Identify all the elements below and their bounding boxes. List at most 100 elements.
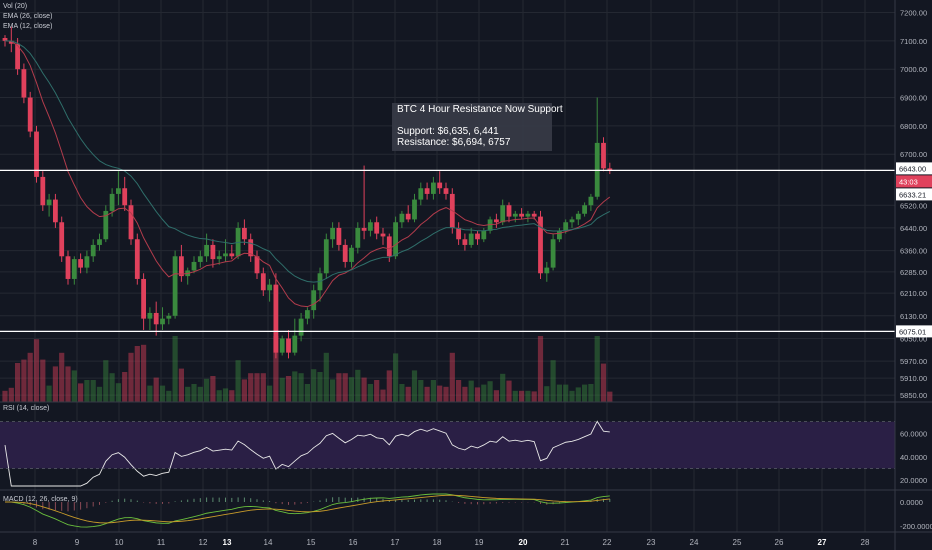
time-tick-label: 18	[433, 538, 442, 547]
candle-body	[506, 205, 512, 217]
volume-bar	[537, 336, 544, 402]
macd-signal-line	[4, 494, 610, 524]
volume-bar	[393, 353, 399, 402]
candle-body	[71, 259, 77, 279]
candle	[512, 210, 518, 223]
time-tick-label: 19	[475, 538, 484, 547]
candle	[204, 233, 209, 262]
price-tick-label: 7000.00	[900, 65, 927, 74]
macd-tick-label: 0.0000	[900, 498, 923, 507]
candle	[443, 182, 449, 200]
time-tick-label: 17	[391, 538, 400, 547]
volume-bar	[418, 380, 424, 402]
candle	[292, 318, 298, 356]
candle	[242, 219, 247, 245]
price-tick-label: 5910.00	[900, 374, 927, 383]
candle-body	[538, 216, 543, 274]
candle	[59, 216, 65, 262]
volume-bar	[594, 336, 600, 402]
volume-bar	[65, 366, 71, 402]
rsi-indicator-label[interactable]: RSI (14, close)	[3, 405, 50, 412]
ema-lines	[4, 40, 611, 308]
volume-bar	[260, 373, 266, 402]
candle-body	[8, 40, 14, 44]
time-tick-label: 13	[223, 538, 232, 547]
candle	[336, 222, 342, 251]
volume-bar	[103, 360, 109, 402]
rsi-tick-label: 60.0000	[900, 429, 927, 438]
volume-bar	[405, 386, 411, 402]
volume-bar	[575, 387, 581, 402]
volume-bar	[468, 380, 474, 402]
candle	[260, 267, 266, 296]
price-axis[interactable]: 7200.00 7100.00 7000.00 6900.00 6800.00 6700.…	[900, 9, 932, 531]
volume-bar	[96, 386, 103, 402]
volume-bar	[222, 388, 229, 402]
candle-body	[456, 227, 461, 240]
candle-body	[519, 213, 524, 217]
candle	[97, 233, 102, 251]
candle	[40, 171, 46, 211]
time-tick-label: 14	[264, 538, 273, 547]
candle-body	[405, 213, 411, 220]
volume-bar	[582, 384, 588, 402]
volume-bar	[52, 366, 58, 402]
candle-body	[418, 188, 424, 200]
volume-bar	[84, 380, 90, 402]
volume-bar	[525, 390, 531, 402]
price-tick-label: 6360.00	[900, 247, 927, 256]
volume-bar	[40, 359, 46, 402]
volume-indicator-label[interactable]: Vol (20)	[3, 3, 28, 10]
volume-bar	[185, 386, 191, 402]
annotation-resistance: Resistance: $6,694, 6757	[397, 137, 511, 148]
candle-body	[323, 239, 329, 274]
volume-bar	[437, 385, 443, 402]
candle-body	[569, 219, 575, 223]
volume-bar	[241, 379, 247, 402]
macd-indicator-label[interactable]: MACD (12, 26, close, 9)	[3, 496, 78, 503]
volume-bar	[172, 336, 178, 402]
volume-bar	[556, 384, 562, 402]
candle-body	[582, 205, 587, 214]
candle	[519, 208, 524, 220]
volume-bar	[46, 385, 52, 402]
time-axis[interactable]: 8 9 10 11 12 13 14 15 16 17 18 19 20 21 22 23 24 25 26 27 28	[33, 538, 870, 547]
candle-body	[141, 278, 146, 319]
candle	[342, 239, 348, 268]
candle-body	[361, 227, 367, 231]
volume-bar	[474, 387, 481, 402]
macd-tick-label: -200.0000	[900, 522, 932, 531]
countdown-badge-text: 43:03	[899, 177, 918, 186]
candle-body	[563, 222, 569, 231]
volume-bar	[487, 381, 493, 402]
ema26-indicator-label[interactable]: EMA (26, close)	[3, 13, 53, 20]
volume-bar	[374, 380, 380, 402]
candle	[305, 307, 310, 325]
rsi-tick-label: 40.0000	[900, 453, 927, 462]
volume-bar	[563, 384, 569, 402]
volume-bar	[342, 373, 348, 402]
candle	[46, 193, 52, 217]
annotation-box[interactable]: BTC 4 Hour Resistance Now Support Suppor…	[392, 103, 563, 151]
volume-bar	[323, 352, 329, 402]
candle	[254, 250, 260, 279]
volume-bar	[15, 363, 21, 402]
volume-bar	[235, 360, 241, 402]
volume-bar	[569, 390, 575, 402]
horizontal-levels[interactable]	[0, 169, 895, 332]
candle-body	[374, 222, 380, 234]
candle-body	[355, 227, 361, 248]
ema12-indicator-label[interactable]: EMA (12, close)	[3, 23, 53, 30]
countdown-badge-bg	[896, 175, 932, 188]
candle	[475, 230, 480, 245]
candle-body	[487, 219, 493, 231]
volume-bar	[254, 373, 260, 402]
candle	[267, 278, 272, 302]
candle	[147, 307, 153, 330]
rsi-pane	[0, 420, 895, 487]
candle	[456, 222, 461, 245]
candle-body	[53, 199, 58, 223]
price-tick-label: 5970.00	[900, 357, 927, 366]
